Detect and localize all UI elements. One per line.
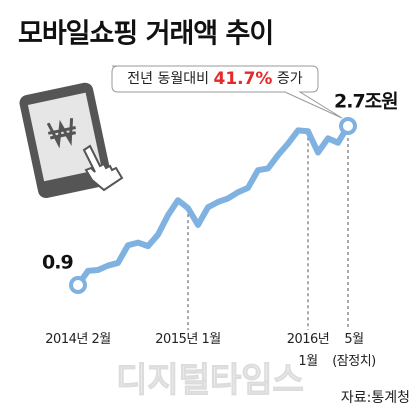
annotation: 전년 동월대비 41.7% 증가 <box>127 69 303 89</box>
x-tick-label: 2016년 1월 <box>286 332 330 369</box>
chart-title: 모바일쇼핑 거래액 추이 <box>18 19 273 50</box>
x-tick-label: 2015년 1월 <box>155 332 221 347</box>
callout: 전년 동월대비 41.7% 증가 <box>111 65 343 119</box>
data-line <box>75 123 351 288</box>
x-tick-label: 5월 (잠정치) <box>332 332 376 369</box>
annotation-text: 전년 동월대비 <box>127 71 209 87</box>
end-point <box>339 117 357 135</box>
value-label: 2.7조원 <box>334 91 398 113</box>
end-point <box>69 276 87 294</box>
watermark: 디지털타임스 <box>116 361 304 401</box>
phone-icon <box>19 82 124 199</box>
annotation-text: 증가 <box>277 71 303 87</box>
annotation-highlight: 41.7% <box>213 69 272 89</box>
source: 자료:통계청 <box>341 390 410 406</box>
x-tick-label: 2014년 2월 <box>45 332 111 347</box>
value-label: 0.9 <box>42 252 73 274</box>
